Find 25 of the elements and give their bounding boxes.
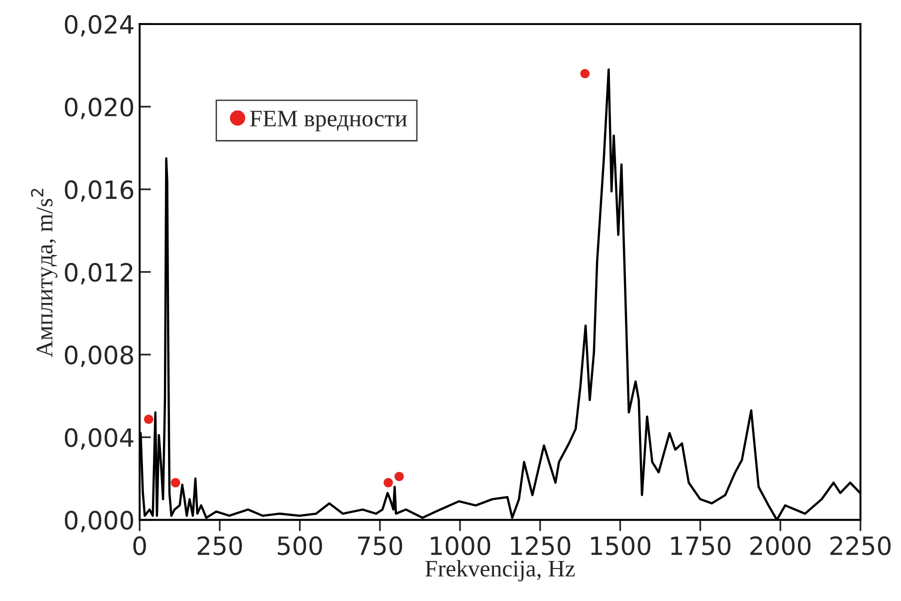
y-tick-label: 0,000 — [64, 510, 134, 532]
y-axis-title: Амплитуда, m/s$^{2}$ — [30, 188, 58, 358]
y-tick-label: 0,016 — [64, 180, 134, 202]
point — [394, 472, 404, 482]
x-tick-label: 1000 — [430, 536, 490, 556]
x-tick-label: 1750 — [671, 536, 730, 556]
point — [170, 478, 180, 488]
y-tick-label: 0,024 — [64, 14, 134, 36]
point — [384, 478, 393, 488]
x-tick-label: 0 — [133, 536, 146, 556]
x-tick-label: 2000 — [750, 536, 811, 556]
x-tick-label: 1500 — [591, 536, 650, 556]
point — [580, 68, 590, 78]
y-tick-label: 0,004 — [64, 428, 134, 450]
y-tick-label: 0,020 — [64, 98, 134, 120]
x-axis-title: Frekvencija, Hz — [425, 560, 575, 582]
x-tick-label: 750 — [358, 536, 402, 556]
y-tick-label: 0,008 — [64, 346, 134, 367]
x-tick-label: 500 — [278, 536, 322, 556]
x-tick-label: 250 — [198, 536, 242, 556]
point — [144, 414, 154, 424]
legend-label: FEM вредности — [250, 110, 407, 132]
y-tick-label: 0,012 — [64, 262, 132, 284]
x-tick-label: 2250 — [830, 536, 891, 556]
x-tick-label: 1250 — [511, 536, 570, 556]
